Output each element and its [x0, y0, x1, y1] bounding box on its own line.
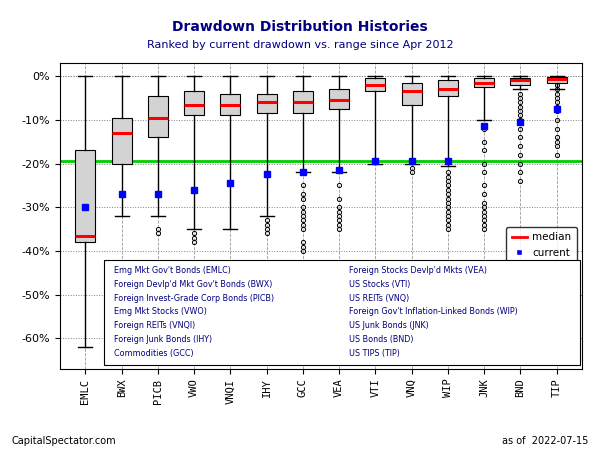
Bar: [401, 83, 422, 104]
Text: as of  2022-07-15: as of 2022-07-15: [502, 436, 588, 446]
Bar: [257, 94, 277, 113]
Bar: [547, 77, 566, 83]
Bar: [474, 78, 494, 87]
Legend: median, current, GMI.F: median, current, GMI.F: [506, 227, 577, 278]
Text: Foreign Devlp'd Mkt Gov't Bonds (BWX): Foreign Devlp'd Mkt Gov't Bonds (BWX): [115, 280, 273, 289]
Text: CapitalSpectator.com: CapitalSpectator.com: [12, 436, 116, 446]
Bar: [76, 150, 95, 242]
Text: US Bonds (BND): US Bonds (BND): [349, 335, 413, 344]
Bar: [511, 78, 530, 85]
Text: US TIPS (TIP): US TIPS (TIP): [349, 349, 400, 358]
Text: Ranked by current drawdown vs. range since Apr 2012: Ranked by current drawdown vs. range sin…: [146, 40, 454, 50]
Text: Foreign Stocks Devlp'd Mkts (VEA): Foreign Stocks Devlp'd Mkts (VEA): [349, 266, 487, 275]
Text: US Stocks (VTI): US Stocks (VTI): [349, 280, 410, 289]
Text: Emg Mkt Stocks (VWO): Emg Mkt Stocks (VWO): [115, 307, 207, 316]
Text: Foreign REITs (VNQI): Foreign REITs (VNQI): [115, 321, 196, 330]
FancyBboxPatch shape: [104, 260, 580, 364]
Bar: [293, 91, 313, 113]
Text: Foreign Gov't Inflation-Linked Bonds (WIP): Foreign Gov't Inflation-Linked Bonds (WI…: [349, 307, 518, 316]
Bar: [438, 81, 458, 96]
Bar: [184, 91, 204, 116]
Bar: [112, 117, 131, 163]
Text: Foreign Invest-Grade Corp Bonds (PICB): Foreign Invest-Grade Corp Bonds (PICB): [115, 294, 275, 303]
Text: Commodities (GCC): Commodities (GCC): [115, 349, 194, 358]
Bar: [148, 96, 168, 137]
Text: US REITs (VNQ): US REITs (VNQ): [349, 294, 409, 303]
Text: Foreign Junk Bonds (IHY): Foreign Junk Bonds (IHY): [115, 335, 212, 344]
Bar: [329, 89, 349, 109]
Text: US Junk Bonds (JNK): US Junk Bonds (JNK): [349, 321, 429, 330]
Text: Drawdown Distribution Histories: Drawdown Distribution Histories: [172, 20, 428, 34]
Bar: [365, 78, 385, 91]
Bar: [220, 94, 241, 116]
Text: Emg Mkt Gov't Bonds (EMLC): Emg Mkt Gov't Bonds (EMLC): [115, 266, 231, 275]
